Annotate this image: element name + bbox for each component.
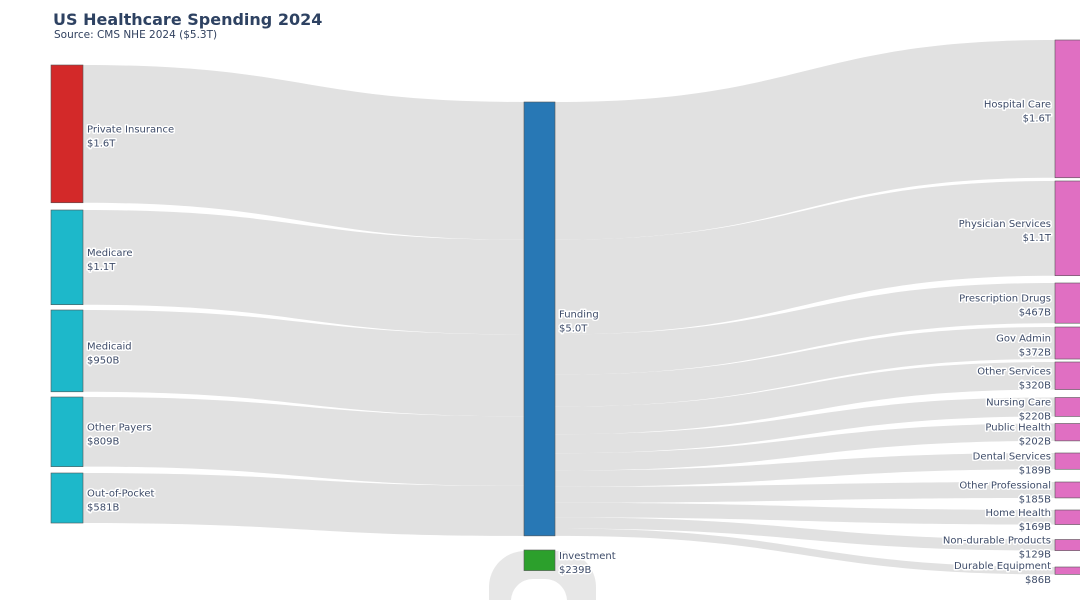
node-non-durable-products[interactable] <box>1054 539 1080 551</box>
node-label-physician-services: Physician Services <box>959 219 1051 230</box>
chart-subtitle: Source: CMS NHE 2024 ($5.3T) <box>54 29 218 41</box>
node-label-out-of-pocket: Out-of-Pocket <box>87 489 155 500</box>
sankey-links <box>83 40 1055 575</box>
node-label-funding: Funding <box>559 309 599 320</box>
node-label-non-durable-products: Non-durable Products <box>943 536 1051 547</box>
link-medicaid-to-funding[interactable] <box>83 310 524 417</box>
link-funding-to-nursing-care[interactable] <box>555 397 1055 454</box>
node-durable-equipment[interactable] <box>1054 566 1080 575</box>
node-label-nursing-care: Nursing Care <box>986 397 1051 408</box>
node-label-home-health: Home Health <box>985 508 1051 519</box>
node-label-medicaid: Medicaid <box>87 341 132 352</box>
link-funding-to-durable-equipment[interactable] <box>555 528 1055 575</box>
node-value-non-durable-products: $129B <box>1019 550 1051 561</box>
link-medicare-to-funding[interactable] <box>83 210 524 335</box>
node-label-dental-services: Dental Services <box>973 452 1051 463</box>
node-label-prescription-drugs: Prescription Drugs <box>959 294 1051 305</box>
link-out-of-pocket-to-funding[interactable] <box>83 473 524 536</box>
node-value-out-of-pocket: $581B <box>87 503 119 514</box>
link-funding-to-home-health[interactable] <box>555 502 1055 525</box>
node-funding[interactable] <box>523 101 556 537</box>
node-investment[interactable] <box>523 549 556 571</box>
node-medicare[interactable] <box>50 209 84 306</box>
link-funding-to-gov-admin[interactable] <box>555 327 1055 407</box>
node-label-gov-admin: Gov Admin <box>996 334 1051 345</box>
link-private-insurance-to-funding[interactable] <box>83 65 524 240</box>
sankey-nodes <box>50 39 1080 575</box>
node-dental-services[interactable] <box>1054 452 1080 470</box>
node-other-professional[interactable] <box>1054 481 1080 499</box>
node-other-services[interactable] <box>1054 361 1080 390</box>
node-nursing-care[interactable] <box>1054 397 1080 417</box>
node-medicaid[interactable] <box>50 309 84 393</box>
link-funding-to-other-services[interactable] <box>555 362 1055 435</box>
node-label-durable-equipment: Durable Equipment <box>954 561 1051 572</box>
node-value-physician-services: $1.1T <box>1023 233 1052 244</box>
link-other-payers-to-funding[interactable] <box>83 397 524 486</box>
chart-title: US Healthcare Spending 2024 <box>53 10 323 29</box>
node-value-home-health: $169B <box>1019 522 1051 533</box>
node-value-medicare: $1.1T <box>87 262 116 273</box>
node-label-other-services: Other Services <box>977 366 1051 377</box>
node-label-other-payers: Other Payers <box>87 422 152 433</box>
node-value-other-services: $320B <box>1019 380 1051 391</box>
node-label-medicare: Medicare <box>87 248 133 259</box>
node-label-investment: Investment <box>559 551 616 562</box>
link-funding-to-physician-services[interactable] <box>555 181 1055 335</box>
node-hospital-care[interactable] <box>1054 39 1080 179</box>
node-value-other-payers: $809B <box>87 436 119 447</box>
node-label-hospital-care: Hospital Care <box>984 99 1051 110</box>
node-label-other-professional: Other Professional <box>959 480 1051 491</box>
node-physician-services[interactable] <box>1054 180 1080 277</box>
node-prescription-drugs[interactable] <box>1054 282 1080 324</box>
link-funding-to-non-durable-products[interactable] <box>555 517 1055 551</box>
node-value-other-professional: $185B <box>1019 494 1051 505</box>
link-funding-to-hospital-care[interactable] <box>555 40 1055 240</box>
node-value-durable-equipment: $86B <box>1025 575 1051 586</box>
node-label-public-health: Public Health <box>985 423 1051 434</box>
node-value-funding: $5.0T <box>559 323 588 334</box>
node-value-gov-admin: $372B <box>1019 348 1051 359</box>
node-out-of-pocket[interactable] <box>50 472 84 524</box>
node-label-private-insurance: Private Insurance <box>87 124 174 135</box>
link-funding-to-dental-services[interactable] <box>555 453 1055 487</box>
node-private-insurance[interactable] <box>50 64 84 204</box>
link-funding-to-other-professional[interactable] <box>555 482 1055 503</box>
link-funding-to-public-health[interactable] <box>555 423 1055 471</box>
node-value-hospital-care: $1.6T <box>1023 113 1052 124</box>
node-value-investment: $239B <box>559 565 591 576</box>
node-home-health[interactable] <box>1054 509 1080 525</box>
node-public-health[interactable] <box>1054 423 1080 442</box>
link-funding-to-prescription-drugs[interactable] <box>555 283 1055 375</box>
node-value-public-health: $202B <box>1019 437 1051 448</box>
node-value-medicaid: $950B <box>87 355 119 366</box>
node-value-nursing-care: $220B <box>1019 411 1051 422</box>
watermark-logo <box>489 551 596 600</box>
node-value-private-insurance: $1.6T <box>87 138 116 149</box>
node-value-dental-services: $189B <box>1019 466 1051 477</box>
node-value-prescription-drugs: $467B <box>1019 308 1051 319</box>
node-other-payers[interactable] <box>50 396 84 467</box>
node-gov-admin[interactable] <box>1054 326 1080 360</box>
sankey-node-labels: Private Insurance $1.6T Medicare $1.1T Medic… <box>86 98 1054 588</box>
